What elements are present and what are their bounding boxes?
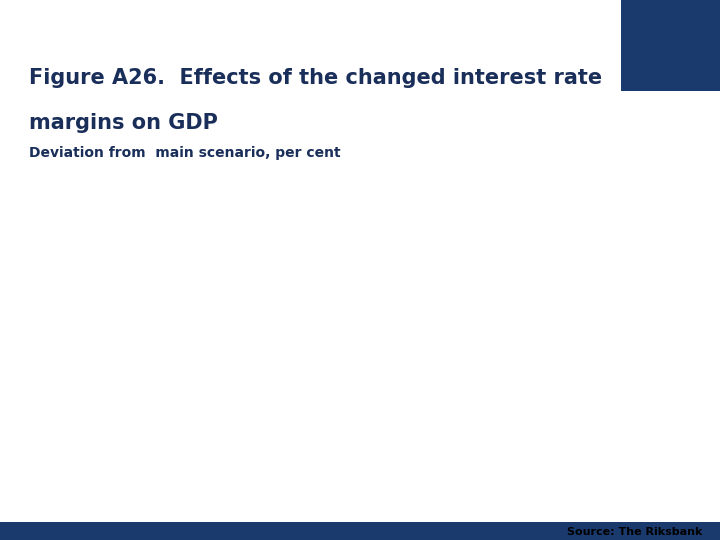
Text: Source: The Riksbank: Source: The Riksbank [567, 527, 702, 537]
Text: Deviation from  main scenario, per cent: Deviation from main scenario, per cent [29, 146, 341, 160]
Text: SVERIGES: SVERIGES [653, 68, 688, 73]
Text: margins on GDP: margins on GDP [29, 113, 217, 133]
Text: RIKSBANK: RIKSBANK [652, 79, 689, 84]
Text: Figure A26.  Effects of the changed interest rate: Figure A26. Effects of the changed inter… [29, 68, 602, 87]
